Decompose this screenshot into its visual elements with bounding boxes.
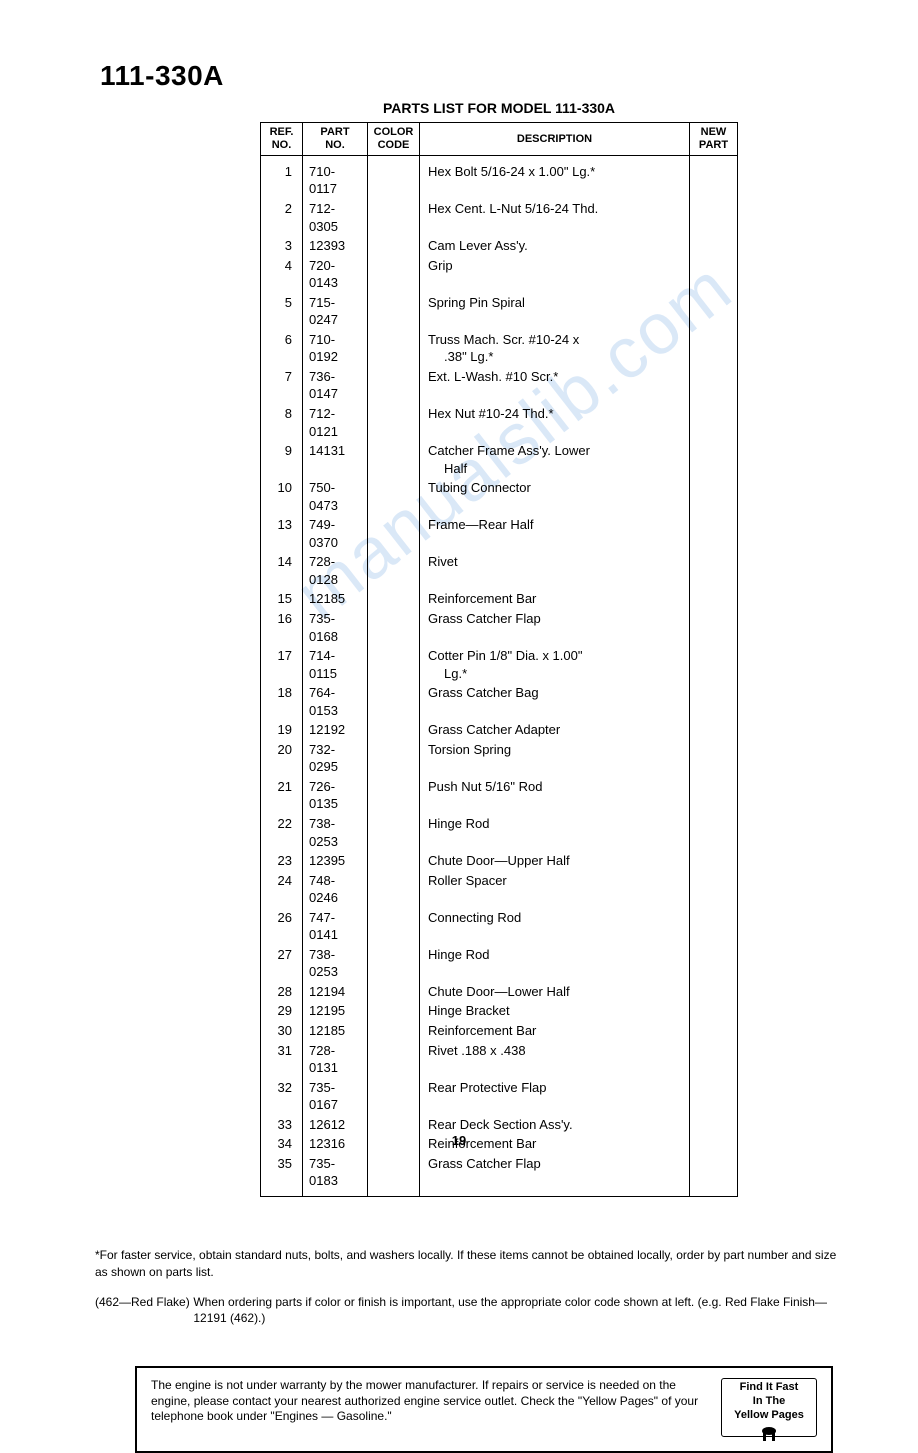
table-row: 312393Cam Lever Ass'y. (261, 236, 738, 256)
header-desc: DESCRIPTION (420, 123, 690, 156)
parts-table: REF. NO. PART NO. COLOR CODE DESCRIPTION… (260, 122, 738, 1197)
table-row: 22738-0253Hinge Rod (261, 814, 738, 851)
table-row: 1512185Reinforcement Bar (261, 589, 738, 609)
table-row: 14728-0128Rivet (261, 552, 738, 589)
table-row: 3012185Reinforcement Bar (261, 1021, 738, 1041)
footnote-color: (462—Red Flake) When ordering parts if c… (95, 1294, 838, 1326)
yp-line3: Yellow Pages (726, 1409, 812, 1423)
table-row: 31728-0131Rivet .188 x .438 (261, 1041, 738, 1078)
table-row: 27738-0253Hinge Rod (261, 945, 738, 982)
table-row: 2812194Chute Door—Lower Half (261, 982, 738, 1002)
warranty-box: The engine is not under warranty by the … (135, 1366, 833, 1453)
header-part: PART NO. (303, 123, 368, 156)
header-color: COLOR CODE (368, 123, 420, 156)
parts-table-wrapper: REF. NO. PART NO. COLOR CODE DESCRIPTION… (260, 122, 738, 1197)
table-row: 914131Catcher Frame Ass'y. LowerHalf (261, 441, 738, 478)
table-row: 35735-0183Grass Catcher Flap (261, 1154, 738, 1191)
table-row: 7736-0147Ext. L-Wash. #10 Scr.* (261, 367, 738, 404)
header-new: NEW PART (690, 123, 738, 156)
table-row: 2712-0305Hex Cent. L-Nut 5/16-24 Thd. (261, 199, 738, 236)
table-row: 18764-0153Grass Catcher Bag (261, 683, 738, 720)
table-row: 24748-0246Roller Spacer (261, 871, 738, 908)
header-ref: REF. NO. (261, 123, 303, 156)
table-row: 21726-0135Push Nut 5/16" Rod (261, 777, 738, 814)
warranty-text: The engine is not under warranty by the … (151, 1378, 711, 1425)
page-title: PARTS LIST FOR MODEL 111-330A (260, 100, 738, 116)
table-row: 2912195Hinge Bracket (261, 1001, 738, 1021)
table-row: 4720-0143Grip (261, 256, 738, 293)
table-row: 1912192Grass Catcher Adapter (261, 720, 738, 740)
table-row: 2312395Chute Door—Upper Half (261, 851, 738, 871)
table-row: 26747-0141Connecting Rod (261, 908, 738, 945)
table-row: 1710-0117Hex Bolt 5/16-24 x 1.00" Lg.* (261, 162, 738, 199)
table-row: 10750-0473Tubing Connector (261, 478, 738, 515)
table-row: 17714-0115Cotter Pin 1/8" Dia. x 1.00"Lg… (261, 646, 738, 683)
color-code-label: (462—Red Flake) (95, 1294, 190, 1310)
table-row: 3312612Rear Deck Section Ass'y. (261, 1115, 738, 1135)
table-row: 6710-0192Truss Mach. Scr. #10-24 x.38" L… (261, 330, 738, 367)
table-row: 16735-0168Grass Catcher Flap (261, 609, 738, 646)
yp-line1: Find It Fast (726, 1381, 812, 1395)
table-row: 8712-0121Hex Nut #10-24 Thd.* (261, 404, 738, 441)
table-row: 3412316Reinforcement Bar (261, 1134, 738, 1154)
table-row: 32735-0167Rear Protective Flap (261, 1078, 738, 1115)
yp-line2: In The (726, 1395, 812, 1409)
table-row: 20732-0295Torsion Spring (261, 740, 738, 777)
yellow-pages-badge: Find It Fast In The Yellow Pages (721, 1378, 817, 1437)
footnote-service: *For faster service, obtain standard nut… (95, 1247, 838, 1279)
table-row: 5715-0247Spring Pin Spiral (261, 293, 738, 330)
table-row: 13749-0370Frame—Rear Half (261, 515, 738, 552)
color-code-text: When ordering parts if color or finish i… (193, 1294, 836, 1326)
model-number: 111-330A (100, 60, 868, 92)
walking-fingers-icon (756, 1426, 782, 1442)
